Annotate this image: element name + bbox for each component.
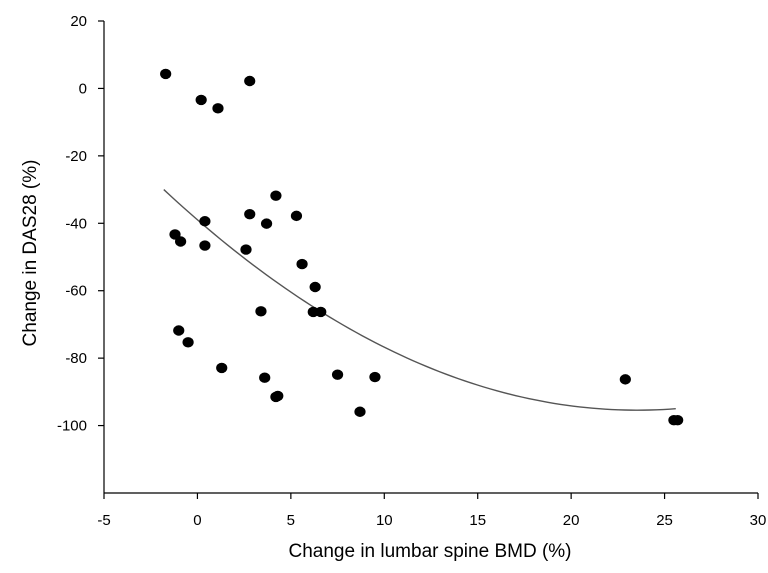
x-tick-label: 20 <box>563 512 580 529</box>
y-tick-label: -40 <box>65 215 87 232</box>
y-tick-label: 0 <box>79 80 87 97</box>
y-tick-label: -60 <box>65 283 87 300</box>
data-point <box>309 281 321 293</box>
data-point <box>199 240 211 251</box>
data-point <box>331 369 344 380</box>
data-point <box>315 306 327 318</box>
data-point <box>369 371 381 383</box>
x-tick-label: 5 <box>287 512 295 529</box>
data-point <box>240 244 252 255</box>
x-axis-ticks: -5 0 5 10 15 20 25 30 <box>97 493 766 529</box>
y-axis-title: Change in DAS28 (%) <box>20 160 41 347</box>
data-point <box>272 390 284 402</box>
data-point <box>199 216 211 227</box>
y-tick-label: -80 <box>65 350 87 367</box>
x-tick-label: -5 <box>97 512 110 529</box>
data-point <box>260 218 273 229</box>
data-point <box>173 325 185 336</box>
data-point <box>212 103 224 114</box>
y-tick-label: -100 <box>57 418 87 435</box>
data-point <box>619 374 631 385</box>
x-axis-title: Change in lumbar spine BMD (%) <box>288 541 571 562</box>
data-point <box>354 406 366 417</box>
y-tick-label: -20 <box>65 148 87 165</box>
x-tick-label: 10 <box>376 512 393 529</box>
data-point <box>296 258 308 270</box>
axes <box>103 21 758 494</box>
data-points <box>160 68 684 426</box>
data-point <box>270 190 282 201</box>
data-point <box>160 68 172 80</box>
data-point <box>195 94 207 106</box>
fit-curve <box>163 189 676 411</box>
data-point <box>175 236 187 247</box>
data-point <box>244 208 256 220</box>
data-point <box>244 75 256 87</box>
data-point <box>259 372 271 383</box>
y-axis-ticks: 20 0 -20 -40 -60 -80 -100 <box>57 13 104 435</box>
data-point <box>672 414 684 426</box>
data-point <box>182 337 194 348</box>
data-point <box>216 362 228 374</box>
x-tick-label: 25 <box>656 512 673 529</box>
y-tick-label: 20 <box>70 13 87 30</box>
data-point <box>290 210 303 222</box>
data-point <box>255 306 267 317</box>
x-tick-label: 30 <box>750 512 767 529</box>
x-tick-label: 0 <box>193 512 201 529</box>
x-tick-label: 15 <box>469 512 486 529</box>
